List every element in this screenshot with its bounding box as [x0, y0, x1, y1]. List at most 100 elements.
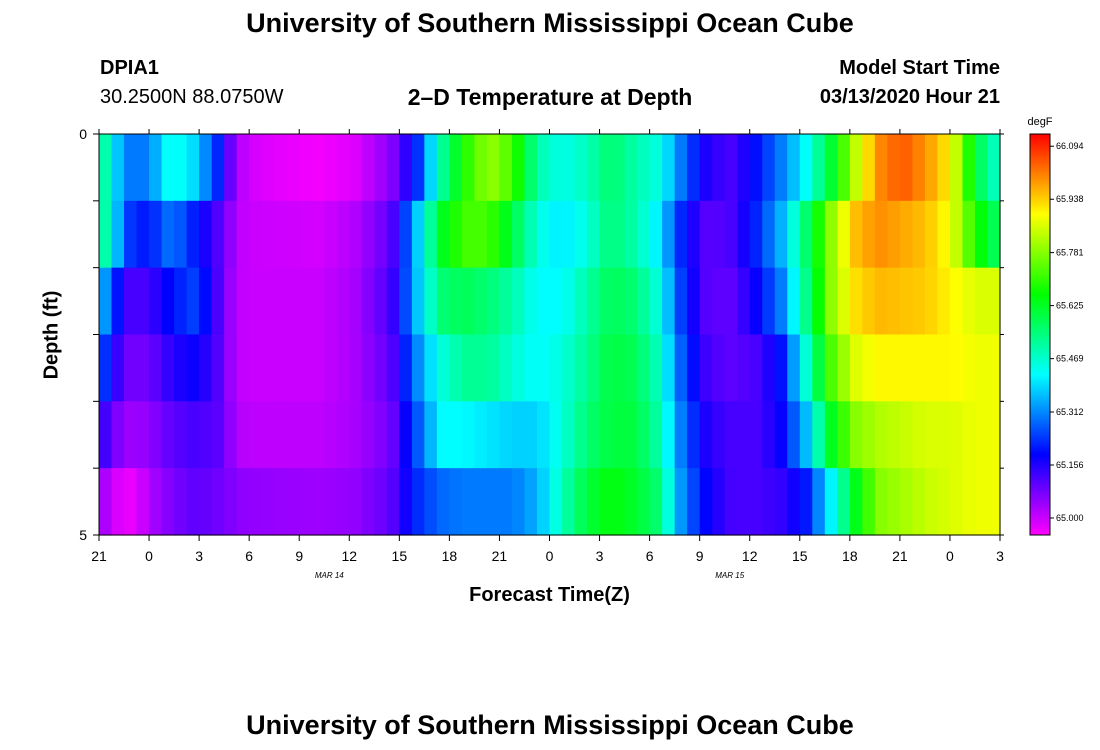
heatmap-cell — [161, 267, 175, 336]
heatmap-cell — [349, 134, 363, 202]
heatmap-cell — [812, 401, 826, 469]
heatmap-cell — [174, 200, 188, 269]
x-tick-label: 6 — [245, 548, 253, 564]
heatmap-cell — [549, 401, 563, 469]
colorbar-tick-label: 65.312 — [1056, 407, 1084, 417]
heatmap-cell — [562, 334, 576, 402]
heatmap-cell — [261, 134, 275, 202]
heatmap-cell — [549, 334, 563, 402]
heatmap-cell — [599, 468, 613, 536]
heatmap-cell — [486, 468, 501, 536]
heatmap-cell — [449, 134, 463, 202]
heatmap-cell — [812, 468, 826, 536]
heatmap-cells — [99, 134, 1001, 536]
heatmap-cell — [249, 134, 263, 202]
heatmap-cell — [499, 267, 513, 336]
axes: 21 0 3 6 9 12 15 18 21 0 3 6 9 12 15 18 21 0 3 MAR 14 MAR 15… — [79, 126, 1004, 580]
plot-title: 2–D Temperature at Depth — [407, 84, 693, 110]
heatmap-cell — [99, 267, 113, 336]
heatmap-cell — [774, 267, 788, 336]
x-tick-label: 18 — [842, 548, 858, 564]
heatmap-cell — [211, 401, 225, 469]
heatmap-cell — [724, 134, 738, 202]
heatmap-cell — [199, 267, 213, 336]
x-tick-label: 0 — [946, 548, 954, 564]
heatmap-cell — [987, 267, 1001, 336]
heatmap-cell — [562, 401, 576, 469]
heatmap-cell — [712, 134, 726, 202]
date-label: MAR 15 — [715, 571, 744, 580]
heatmap-cell — [699, 334, 713, 402]
heatmap-cell — [536, 468, 551, 536]
heatmap-cell — [311, 334, 325, 402]
heatmap-cell — [349, 267, 363, 336]
heatmap-cell — [849, 134, 863, 202]
heatmap-cell — [562, 468, 576, 536]
heatmap-cell — [799, 334, 813, 402]
heatmap-cell — [837, 334, 851, 402]
heatmap-cell — [762, 401, 776, 469]
heatmap-cell — [411, 200, 425, 269]
heatmap-cell — [124, 401, 138, 469]
heatmap-cell — [286, 334, 300, 402]
heatmap-cell — [99, 401, 113, 469]
heatmap-cell — [511, 134, 526, 202]
heatmap-cell — [674, 468, 688, 536]
heatmap-cell — [361, 334, 375, 402]
heatmap-cell — [399, 334, 413, 402]
x-tick-label: 9 — [295, 548, 303, 564]
heatmap-cell — [624, 334, 638, 402]
heatmap-cell — [511, 334, 526, 402]
heatmap-cell — [174, 267, 188, 336]
heatmap-cell — [787, 200, 801, 269]
heatmap-cell — [286, 200, 300, 269]
x-tick-label: 12 — [742, 548, 758, 564]
heatmap-cell — [799, 401, 813, 469]
heatmap-cell — [311, 267, 325, 336]
heatmap-cell — [161, 468, 175, 536]
heatmap-cell — [712, 401, 726, 469]
x-tick-label: 0 — [546, 548, 554, 564]
heatmap-cell — [374, 334, 388, 402]
heatmap-cell — [724, 200, 738, 269]
heatmap-cell — [974, 334, 989, 402]
heatmap-cell — [937, 267, 951, 336]
heatmap-cell — [812, 200, 826, 269]
heatmap-cell — [574, 267, 588, 336]
model-start-label: Model Start Time — [839, 57, 1000, 79]
heatmap-cell — [349, 468, 363, 536]
colorbar-tick-label: 65.625 — [1056, 301, 1084, 311]
heatmap-cell — [111, 134, 125, 202]
heatmap-cell — [411, 134, 425, 202]
heatmap-cell — [224, 134, 238, 202]
heatmap-cell — [124, 334, 138, 402]
heatmap-cell — [261, 267, 275, 336]
heatmap-cell — [449, 401, 463, 469]
heatmap-cell — [236, 401, 250, 469]
x-tick-label: 15 — [392, 548, 408, 564]
heatmap-cell — [949, 401, 964, 469]
heatmap-cell — [949, 468, 964, 536]
heatmap-cell — [211, 267, 225, 336]
heatmap-cell — [511, 267, 526, 336]
x-tick-label: 3 — [195, 548, 203, 564]
heatmap-cell — [211, 200, 225, 269]
heatmap-cell — [499, 401, 513, 469]
heatmap-cell — [649, 267, 663, 336]
heatmap-cell — [687, 134, 701, 202]
heatmap-cell — [824, 267, 838, 336]
heatmap-cell — [474, 468, 488, 536]
heatmap-cell — [562, 200, 576, 269]
heatmap-cell — [849, 267, 863, 336]
heatmap-cell — [612, 200, 626, 269]
x-tick-label: 0 — [145, 548, 153, 564]
heatmap-cell — [461, 134, 476, 202]
heatmap-cell — [962, 200, 976, 269]
heatmap-cell — [274, 468, 288, 536]
heatmap-cell — [899, 200, 913, 269]
heatmap-cell — [149, 334, 163, 402]
heatmap-cell — [574, 200, 588, 269]
heatmap-cell — [261, 468, 275, 536]
heatmap-cell — [324, 134, 338, 202]
